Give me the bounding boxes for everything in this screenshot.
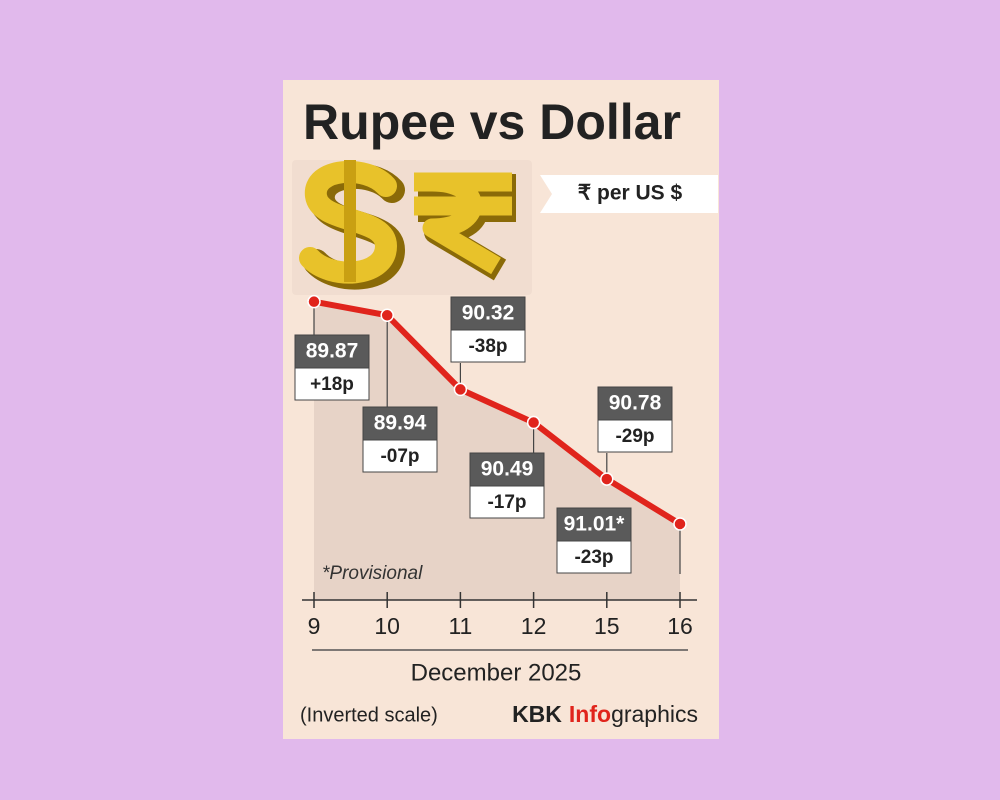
line — [313, 298, 682, 527]
value-box — [362, 406, 438, 441]
change-box — [450, 329, 526, 363]
credit-part: Info — [569, 701, 611, 727]
x-tick-label: 11 — [448, 613, 472, 639]
value-label: 89.94 — [374, 412, 427, 435]
point — [673, 517, 687, 531]
value-label: 89.87 — [306, 340, 359, 363]
change-box — [294, 367, 370, 401]
change-label: -29p — [615, 426, 654, 447]
change-box — [362, 439, 438, 473]
footer: (Inverted scale) — [300, 704, 438, 726]
chart-title: Rupee vs Dollar — [303, 94, 681, 150]
value-box — [556, 507, 632, 542]
note: *Provisional — [322, 563, 423, 584]
credit-part: graphics — [611, 701, 698, 727]
credit: KBK Infographics — [512, 701, 698, 727]
point — [380, 308, 394, 323]
unit-banner — [540, 175, 718, 213]
x-tick-label: 15 — [594, 613, 620, 639]
point — [453, 382, 468, 397]
change-label: +18p — [310, 374, 354, 395]
x-tick-label: 9 — [308, 613, 321, 639]
change-label: -17p — [487, 492, 526, 513]
x-tick-label: 16 — [667, 613, 693, 639]
credit-part: KBK — [512, 701, 562, 727]
currency-icons — [292, 160, 532, 295]
value-label: 91.01* — [564, 513, 626, 536]
x-axis-label: December 2025 — [411, 659, 582, 686]
value-label: 90.78 — [609, 392, 662, 415]
change-label: -38p — [468, 336, 507, 357]
plot: 89.87 +18p 89.94 -07p 90.32 -38p 90.49 -17p 90.7… — [294, 294, 697, 639]
point — [600, 472, 614, 486]
change-box — [469, 485, 545, 519]
x-tick-label: 12 — [521, 613, 547, 639]
value-label: 90.49 — [481, 458, 534, 481]
unit-label: ₹ per US $ — [578, 182, 683, 205]
point — [526, 415, 541, 430]
x-tick-label: 10 — [374, 613, 400, 639]
value-box — [450, 296, 526, 331]
value-label: 90.32 — [462, 302, 515, 325]
change-box — [556, 540, 632, 574]
point — [307, 294, 321, 309]
change-box — [597, 419, 673, 453]
change-label: -07p — [380, 446, 419, 467]
value-box — [597, 386, 673, 421]
value-box — [469, 452, 545, 487]
change-label: -23p — [574, 547, 613, 568]
